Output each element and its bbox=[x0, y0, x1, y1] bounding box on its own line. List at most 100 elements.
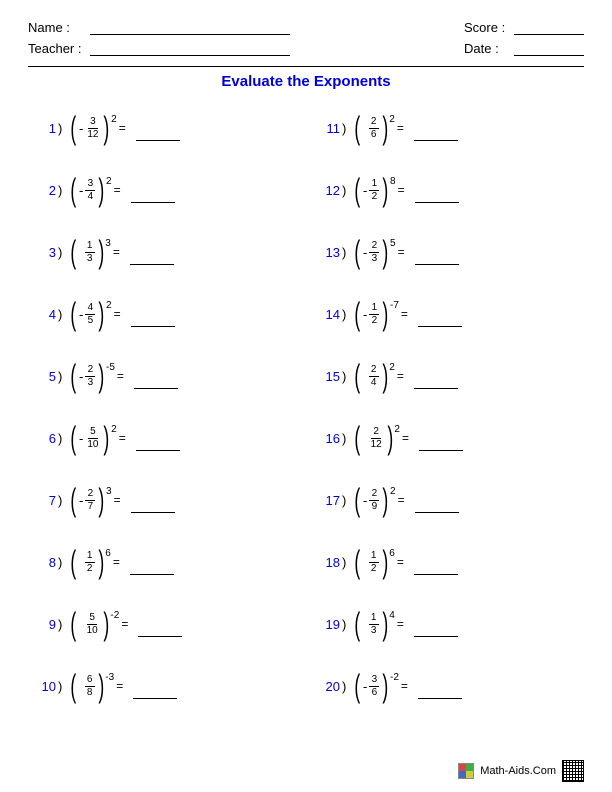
numerator: 1 bbox=[85, 240, 95, 253]
header: Name : Teacher : Score : Date : bbox=[28, 20, 584, 56]
expression: (-29)2= bbox=[352, 484, 404, 516]
date-line bbox=[514, 42, 584, 56]
problem-number: 15 bbox=[316, 369, 342, 384]
expression: (-34)2= bbox=[68, 174, 120, 206]
numerator: 5 bbox=[87, 612, 97, 625]
problem-paren: ) bbox=[342, 617, 352, 632]
fraction: 13 bbox=[368, 612, 380, 637]
equals: = bbox=[112, 493, 121, 507]
equals: = bbox=[395, 121, 404, 135]
column-right: 11)( 26)2=12)(-12)8=13)(-23)5=14)(-12)-7… bbox=[316, 100, 580, 714]
problem-row: 12)(-12)8= bbox=[316, 162, 580, 218]
answer-line bbox=[418, 313, 462, 327]
expression: (-12)-7= bbox=[352, 298, 408, 330]
problem-number: 5 bbox=[32, 369, 58, 384]
problem-number: 12 bbox=[316, 183, 342, 198]
expression: (-23)-5= bbox=[68, 360, 124, 392]
problem-number: 17 bbox=[316, 493, 342, 508]
answer-line bbox=[130, 251, 174, 265]
left-paren: ( bbox=[71, 422, 77, 454]
problem-paren: ) bbox=[58, 679, 68, 694]
exponent: -2 bbox=[390, 672, 399, 683]
problem-paren: ) bbox=[342, 183, 352, 198]
fraction: 23 bbox=[84, 364, 96, 389]
right-paren: ) bbox=[383, 670, 389, 702]
teacher-label: Teacher : bbox=[28, 41, 90, 56]
problem-paren: ) bbox=[58, 183, 68, 198]
problem-row: 16)( 212)2= bbox=[316, 410, 580, 466]
right-paren: ) bbox=[382, 546, 388, 578]
problem-paren: ) bbox=[342, 555, 352, 570]
fraction: 23 bbox=[368, 240, 380, 265]
teacher-row: Teacher : bbox=[28, 41, 290, 56]
numerator: 3 bbox=[88, 116, 98, 129]
equals: = bbox=[396, 183, 405, 197]
answer-line bbox=[414, 623, 458, 637]
equals: = bbox=[119, 617, 128, 631]
problem-row: 13)(-23)5= bbox=[316, 224, 580, 280]
right-paren: ) bbox=[383, 174, 389, 206]
left-paren: ( bbox=[355, 484, 361, 516]
answer-line bbox=[130, 561, 174, 575]
fraction: 510 bbox=[84, 612, 101, 637]
expression: ( 212)2= bbox=[352, 422, 409, 454]
equals: = bbox=[400, 431, 409, 445]
problem-row: 4)(-45)2= bbox=[32, 286, 296, 342]
numerator: 3 bbox=[85, 178, 95, 191]
denominator: 5 bbox=[85, 315, 95, 327]
answer-line bbox=[419, 437, 463, 451]
expression: (-12)8= bbox=[352, 174, 404, 206]
qr-icon bbox=[562, 760, 584, 782]
date-label: Date : bbox=[464, 41, 514, 56]
fraction: 212 bbox=[368, 426, 385, 451]
teacher-line bbox=[90, 42, 290, 56]
exponent: -7 bbox=[390, 300, 399, 311]
answer-line bbox=[418, 685, 462, 699]
right-paren: ) bbox=[382, 360, 388, 392]
answer-line bbox=[414, 127, 458, 141]
equals: = bbox=[396, 245, 405, 259]
expression: (-312)2= bbox=[68, 112, 125, 144]
problem-paren: ) bbox=[342, 121, 352, 136]
problem-number: 11 bbox=[316, 121, 342, 136]
denominator: 2 bbox=[369, 191, 379, 203]
right-paren: ) bbox=[104, 422, 110, 454]
expression: (-27)3= bbox=[68, 484, 120, 516]
footer: Math-Aids.Com bbox=[458, 760, 584, 782]
numerator: 4 bbox=[85, 302, 95, 315]
denominator: 3 bbox=[85, 253, 95, 265]
expression: ( 26)2= bbox=[352, 112, 404, 144]
answer-line bbox=[138, 623, 182, 637]
right-paren: ) bbox=[99, 360, 105, 392]
expression: ( 12)6= bbox=[352, 546, 404, 578]
right-paren: ) bbox=[104, 112, 110, 144]
equals: = bbox=[395, 555, 404, 569]
fraction: 45 bbox=[84, 302, 96, 327]
left-paren: ( bbox=[355, 670, 361, 702]
left-paren: ( bbox=[71, 670, 77, 702]
numerator: 2 bbox=[371, 426, 381, 439]
column-left: 1)(-312)2=2)(-34)2=3)( 13)3=4)(-45)2=5)(… bbox=[32, 100, 296, 714]
denominator: 12 bbox=[85, 129, 100, 141]
answer-line bbox=[134, 375, 178, 389]
fraction: 510 bbox=[84, 426, 101, 451]
right-paren: ) bbox=[103, 608, 109, 640]
numerator: 2 bbox=[369, 488, 379, 501]
equals: = bbox=[395, 369, 404, 383]
problem-paren: ) bbox=[342, 307, 352, 322]
problem-row: 15)( 24)2= bbox=[316, 348, 580, 404]
problem-paren: ) bbox=[58, 555, 68, 570]
numerator: 2 bbox=[369, 364, 379, 377]
equals: = bbox=[112, 307, 121, 321]
equals: = bbox=[399, 307, 408, 321]
numerator: 1 bbox=[369, 612, 379, 625]
expression: ( 24)2= bbox=[352, 360, 404, 392]
left-paren: ( bbox=[71, 484, 77, 516]
denominator: 7 bbox=[85, 501, 95, 513]
problem-number: 2 bbox=[32, 183, 58, 198]
numerator: 5 bbox=[88, 426, 98, 439]
answer-line bbox=[415, 189, 459, 203]
expression: ( 12)6= bbox=[68, 546, 120, 578]
right-paren: ) bbox=[99, 484, 105, 516]
problem-paren: ) bbox=[58, 493, 68, 508]
